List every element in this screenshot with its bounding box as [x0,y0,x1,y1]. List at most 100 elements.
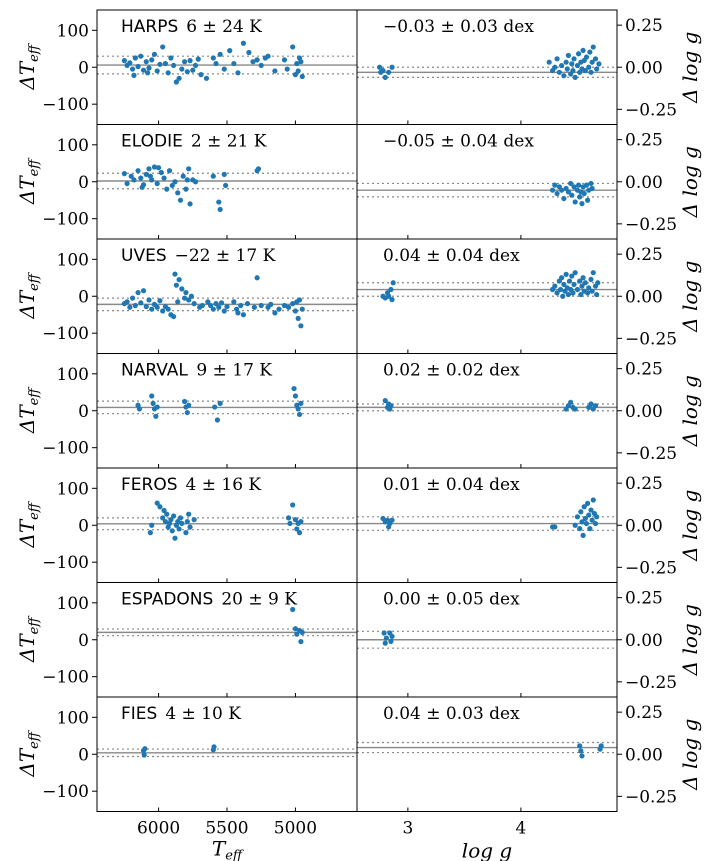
logg-point [565,291,571,298]
logg-point [579,753,585,759]
instrument-label: UVES [121,246,167,266]
teff-point [181,398,188,405]
teff-point [292,626,299,632]
teff-point [180,173,186,179]
teff-point [157,61,163,67]
teff-point [198,72,204,78]
logg-point [580,532,586,538]
teff-xtick-label: 5000 [274,819,317,839]
teff-ytick-label: −100 [42,439,89,459]
teff-offset-label: 4 ± 10 K [165,704,241,724]
teff-ytick-label: 0 [78,287,89,307]
teff-point [158,169,164,176]
logg-point [592,56,599,62]
logg-xtick-label: 4 [515,819,526,839]
logg-point [559,275,565,281]
logg-ytick-label: 0.00 [625,402,663,422]
teff-point [175,518,181,525]
logg-point [590,44,596,50]
teff-point [292,517,299,523]
logg-point [559,187,565,193]
logg-subplot-espadons: 0.25 0.00 −0.25Δ log g 0.00 ± 0.05 dex [356,582,702,698]
teff-point [244,301,251,307]
logg-point [566,278,573,284]
teff-point [190,67,196,73]
logg-point [579,519,585,525]
logg-point [389,633,395,639]
teff-point [147,530,153,536]
logg-ylabel: Δ log g [678,604,702,676]
logg-offset-label: −0.03 ± 0.03 dex [383,17,534,37]
teff-point [127,304,133,310]
teff-point [139,184,145,190]
teff-xtick-label: 5500 [205,819,248,839]
teff-point [154,500,160,506]
logg-ylabel: Δ log g [678,32,702,104]
logg-point [575,182,582,188]
teff-xtick-label: 6000 [137,819,180,839]
teff-xlabel: Teff [212,837,245,861]
logg-point [578,509,584,515]
teff-point [141,752,147,758]
logg-point [554,56,560,62]
teff-point [210,306,216,312]
logg-ytick-label: −0.25 [625,100,677,120]
teff-ytick-label: 100 [57,365,89,385]
logg-subplot-uves: 0.25 0.00 −0.25Δ log g 0.04 ± 0.04 dex [356,238,702,354]
teff-point [213,301,219,307]
axes-labels: 6000 5500 5000 3 4 Teff log g [137,819,526,861]
teff-point [184,177,190,183]
logg-point [578,291,584,298]
teff-point [211,744,217,750]
instrument-label: ELODIE [121,132,183,152]
teff-point [149,306,155,312]
logg-ytick-label: 0.00 [625,58,663,78]
teff-point [290,606,296,613]
teff-point [155,165,162,171]
logg-point [594,66,600,72]
logg-subplot-narval: 0.25 0.00 −0.25Δ log g 0.02 ± 0.02 dex [356,353,702,469]
teff-offset-label: 2 ± 21 K [191,132,267,152]
teff-point [131,177,137,183]
teff-point [223,182,229,189]
teff-point [258,62,264,69]
teff-point [272,310,278,316]
logg-point [579,283,585,289]
teff-point [296,297,303,303]
logg-point [556,69,562,75]
teff-ylabel: ΔTeff [15,615,42,663]
teff-point [246,49,252,56]
teff-point [250,59,256,65]
teff-point [295,406,301,412]
teff-point [169,182,175,189]
teff-point [285,304,292,310]
teff-point [203,75,210,81]
teff-point [210,55,216,61]
logg-point [380,68,386,74]
logg-ytick-label: 0.00 [625,287,663,307]
teff-offset-label: 4 ± 16 K [186,475,262,495]
teff-ytick-label: 100 [57,479,89,499]
teff-point [175,299,181,305]
logg-point [571,281,577,288]
teff-point [149,393,155,399]
teff-ytick-label: 100 [57,708,89,728]
teff-point [298,518,304,525]
logg-point [586,285,592,291]
logg-point [580,275,586,281]
teff-ytick-label: 0 [78,516,89,536]
logg-point [552,283,558,289]
teff-point [285,515,292,521]
teff-point [164,511,170,517]
logg-point [552,182,558,188]
teff-point [292,308,299,314]
logg-ytick-label: −0.25 [625,673,677,693]
logg-point [592,520,599,527]
logg-point [559,62,565,69]
teff-point [171,313,177,320]
logg-point [383,635,389,641]
